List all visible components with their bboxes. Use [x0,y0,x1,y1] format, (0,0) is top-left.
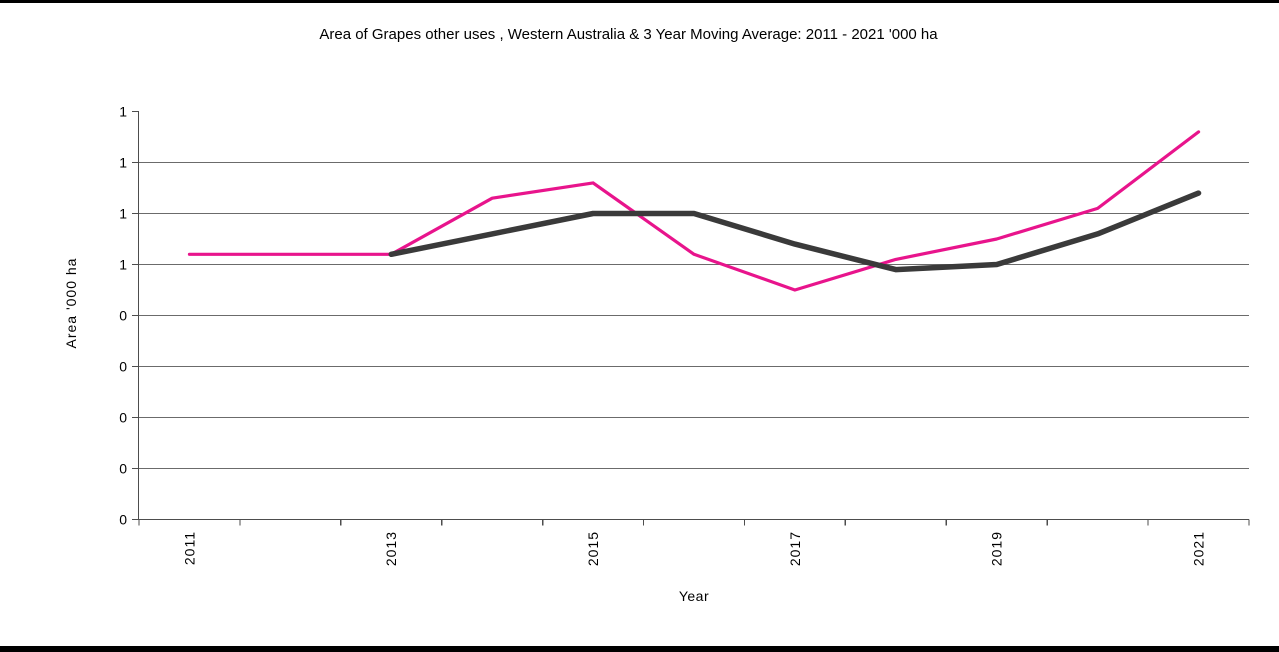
x-axis-title: Year [678,588,710,604]
y-tick-label: 1 [119,256,127,272]
x-tick-label: 2015 [585,531,601,566]
y-tick-label: 0 [119,358,127,374]
x-tick-label: 2017 [787,531,803,566]
y-tick-label: 0 [119,307,127,323]
y-tick-label: 1 [119,205,127,221]
x-tick-label: 2011 [181,531,197,565]
y-tick-label: 0 [119,460,127,476]
x-tick-label: 2021 [1190,531,1206,566]
window-top-border [0,0,1279,3]
y-tick-label: 0 [119,511,127,527]
y-tick-label: 1 [119,103,127,119]
x-tick-label: 2019 [989,531,1005,566]
x-tick-label: 2013 [383,531,399,566]
chart-title: Area of Grapes other uses , Western Aust… [319,26,938,43]
series-grapes-area-line [187,130,1201,292]
window-bottom-border [0,646,1279,652]
series-moving-average-line [388,190,1202,273]
y-tick-label: 0 [119,409,127,425]
y-tick-label: 1 [119,154,127,170]
